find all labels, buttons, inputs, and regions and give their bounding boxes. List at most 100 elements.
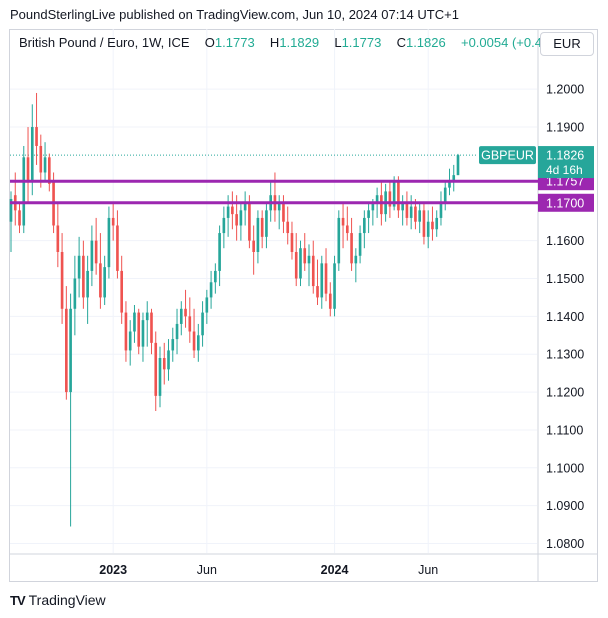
candle-body [35, 127, 38, 146]
currency-button[interactable]: EUR [540, 32, 594, 56]
candle-body [456, 155, 460, 176]
candle-body [171, 339, 175, 351]
low-label: L [334, 35, 342, 50]
candle-body [26, 157, 30, 181]
candle-body [303, 248, 307, 264]
candle-body [167, 350, 170, 370]
open-label: O [204, 35, 215, 50]
candle-body [375, 195, 379, 203]
candle-body [69, 308, 72, 393]
candle-body [107, 217, 111, 268]
candle-body [426, 221, 430, 237]
candle-body [196, 335, 200, 351]
candle-body [214, 270, 217, 283]
x-tick-label: Jun [197, 563, 217, 577]
x-tick-label: 2023 [99, 563, 127, 577]
candle-body [60, 251, 64, 309]
last-price-value: 1.1826 [546, 149, 584, 163]
candle-body [205, 297, 209, 313]
candle-body [77, 255, 81, 279]
y-tick-label: 1.2000 [546, 83, 584, 97]
candle-body [388, 191, 392, 207]
candle-body [260, 217, 264, 237]
candle-body [324, 263, 328, 294]
y-tick-label: 1.1000 [546, 461, 584, 475]
candle-body [345, 225, 349, 234]
candle-body [371, 202, 375, 211]
candle-body [9, 198, 13, 222]
candle-body [179, 308, 183, 324]
candle-body [99, 263, 102, 298]
candle-body [316, 286, 319, 298]
candle-body [328, 293, 332, 309]
level-price-tag [538, 193, 594, 212]
candle-body [367, 210, 370, 218]
candle-body [358, 233, 362, 256]
candle-body [137, 312, 141, 347]
candle-body [188, 316, 192, 332]
candle-body [307, 255, 311, 264]
candle-body [397, 180, 400, 211]
bar-countdown: 4d 16h [546, 163, 583, 177]
candle-body [47, 157, 51, 184]
candle-body [431, 221, 434, 230]
footer: TV TradingView [10, 592, 106, 608]
candle-body [56, 225, 60, 252]
open-value: 1.1773 [214, 35, 255, 50]
candle-body [162, 358, 166, 370]
change-value: +0.0054 (+0.46%) [460, 35, 566, 50]
candle-body [116, 225, 119, 271]
candle-body [201, 312, 204, 336]
candle-body [418, 210, 422, 222]
high-value: 1.1829 [279, 35, 320, 50]
candle-body [414, 206, 417, 222]
candle-body [294, 251, 298, 279]
candle-body [452, 175, 456, 181]
candle-body [145, 312, 149, 321]
candle-body [43, 157, 47, 173]
x-tick-label: Jun [418, 563, 438, 577]
candle-body [73, 278, 77, 309]
candle-body [380, 195, 383, 215]
candle-body [184, 308, 187, 317]
candle-body [290, 233, 294, 252]
candle-body [90, 240, 94, 271]
candle-body [320, 263, 324, 298]
candle-body [94, 240, 98, 264]
candle-body [111, 217, 115, 226]
candle-body [231, 206, 234, 215]
candle-body [39, 145, 43, 173]
candle-body [243, 202, 247, 211]
candle-body [192, 331, 196, 351]
x-tick-label: 2024 [321, 563, 349, 577]
candle-body [239, 210, 243, 226]
candle-body [282, 202, 285, 222]
candle-body [22, 157, 26, 226]
candle-body [265, 210, 268, 237]
candle-body [103, 267, 106, 298]
candle-body [175, 323, 179, 340]
candle-body [341, 217, 345, 226]
publish-header: PoundSterlingLive published on TradingVi… [10, 7, 459, 22]
y-tick-label: 1.1300 [546, 348, 584, 362]
candle-body [65, 308, 68, 393]
candle-body [401, 202, 404, 211]
candle-body [133, 312, 136, 332]
candle-body [448, 180, 451, 188]
candle-body [154, 342, 158, 396]
last-price-tag [538, 146, 594, 179]
candle-body [409, 206, 413, 218]
candle-body [311, 255, 315, 287]
candle-body [218, 233, 221, 271]
y-tick-label: 1.1200 [546, 386, 584, 400]
candle-body [226, 206, 230, 218]
candle-body [209, 282, 213, 298]
close-value: 1.1826 [405, 35, 446, 50]
candle-body [18, 210, 21, 226]
candle-body [235, 214, 238, 226]
y-tick-label: 1.0800 [546, 537, 584, 551]
candle-body [120, 270, 124, 313]
tradingview-logo-icon[interactable]: TV [10, 592, 26, 608]
candle-body [124, 312, 128, 351]
